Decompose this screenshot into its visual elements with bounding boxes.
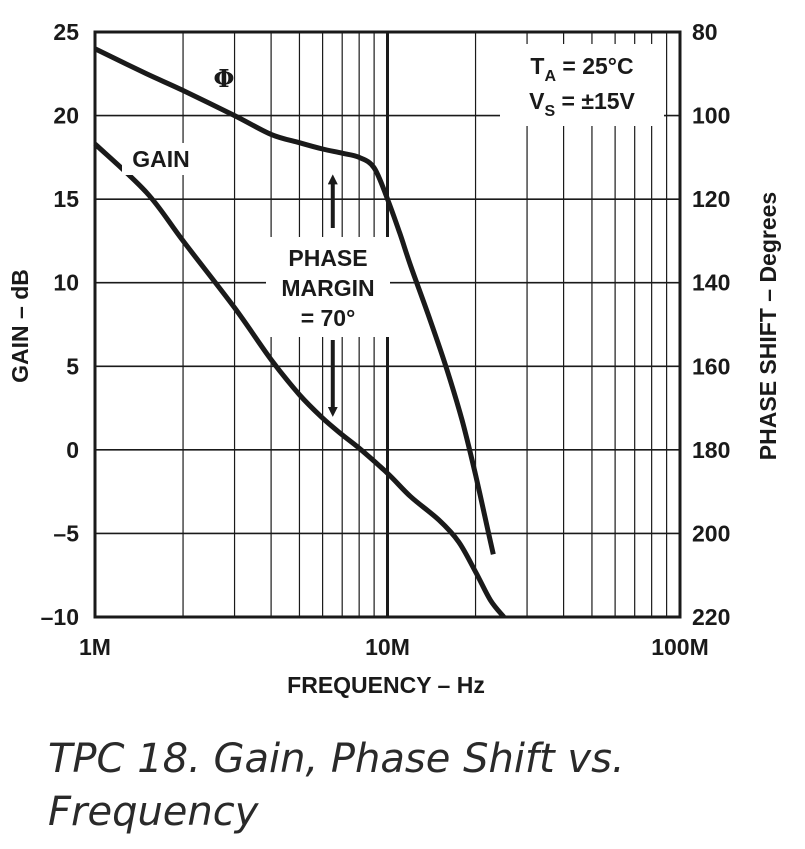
series-phase-line <box>93 46 496 555</box>
phase-curve-label: Φ <box>214 64 235 93</box>
figure-caption: TPC 18. Gain, Phase Shift vs. Frequency <box>48 736 625 835</box>
phase-margin-label: MARGIN <box>281 275 374 301</box>
tick-labels: 25 20 15 10 5 0 –5 –10 80 100 120 140 160 180 200 220 1M… <box>41 19 731 660</box>
y-tick-label: 10 <box>53 270 79 296</box>
y-tick-label: 15 <box>53 186 79 212</box>
phase-margin-label: = 70° <box>301 305 356 331</box>
gain-curve-label: GAIN <box>132 146 190 172</box>
y-tick-label: 25 <box>53 19 79 45</box>
x-tick-label: 10M <box>365 634 410 660</box>
y-tick-label: –10 <box>41 604 79 630</box>
plot-frame <box>93 30 682 619</box>
y2-tick-label: 140 <box>692 270 730 296</box>
y2-axis-label: PHASE SHIFT – Degrees <box>755 192 781 460</box>
y2-tick-label: 100 <box>692 103 730 129</box>
conditions-box <box>500 44 664 126</box>
x-axis-label: FREQUENCY – Hz <box>287 672 485 698</box>
y2-tick-label: 200 <box>692 520 730 546</box>
x-tick-label: 100M <box>651 634 709 660</box>
y-tick-label: 20 <box>53 103 79 129</box>
y2-tick-label: 120 <box>692 186 730 212</box>
series-layer <box>93 46 506 619</box>
y2-tick-label: 160 <box>692 353 730 379</box>
y-tick-label: –5 <box>53 520 79 546</box>
y2-tick-label: 80 <box>692 19 718 45</box>
y-tick-label: 5 <box>66 353 79 379</box>
chart: 25 20 15 10 5 0 –5 –10 80 100 120 140 160 180 200 220 1M… <box>7 19 781 698</box>
condition-text: TA = 25°C <box>530 53 633 85</box>
y-tick-label: 0 <box>66 437 79 463</box>
y2-tick-label: 180 <box>692 437 730 463</box>
phase-margin-label: PHASE <box>288 245 367 271</box>
x-tick-label: 1M <box>79 634 111 660</box>
series-gain-line <box>93 142 506 619</box>
condition-text: VS = ±15V <box>529 88 635 120</box>
annotations-layer: Φ GAIN PHASE MARGIN = 70° TA = 25°CVS = ±15V <box>122 44 664 417</box>
gain-label-bg <box>122 143 200 175</box>
phase-margin-label-bg <box>266 237 390 337</box>
grid <box>93 31 682 618</box>
y2-tick-label: 220 <box>692 604 730 630</box>
y-axis-label: GAIN – dB <box>7 269 33 383</box>
